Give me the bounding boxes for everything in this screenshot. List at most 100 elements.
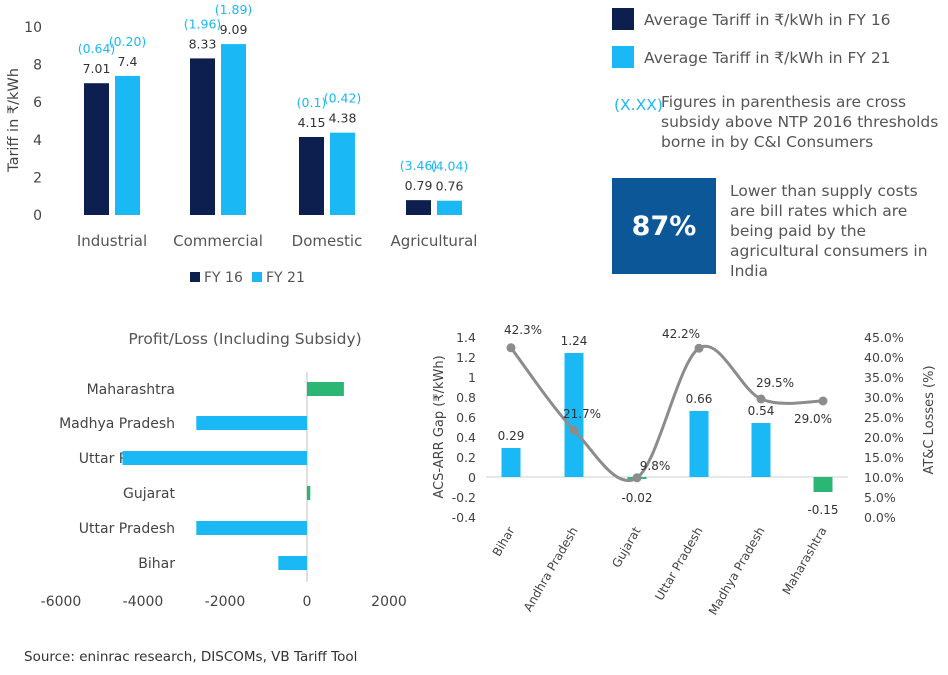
tariff-bar [190, 58, 215, 216]
profit-loss-bar [278, 556, 307, 570]
y-axis-title: Tariff in ₹/kWh [6, 68, 22, 173]
line-value-label: 21.7% [563, 407, 601, 421]
atc-loss-point [632, 473, 642, 483]
y2-tick-label: 45.0% [864, 330, 904, 345]
y2-tick-label: 25.0% [864, 410, 904, 425]
profit-loss-bar [307, 486, 311, 500]
y-tick-label: 1.2 [456, 350, 476, 365]
tariff-bar [330, 132, 355, 215]
gap-bar [751, 423, 771, 477]
row-label: Maharashtra [87, 382, 175, 398]
line-value-label: 42.3% [504, 323, 542, 337]
cross-subsidy-label: (4.04) [431, 159, 469, 174]
cross-subsidy-label: (3.46) [400, 158, 438, 173]
bar-value-label: 7.4 [118, 54, 138, 69]
stat-value-box: 87% [612, 178, 716, 274]
tariff-bar [84, 83, 109, 215]
y-tick-label: 0.8 [456, 390, 476, 405]
tariff-bar [437, 200, 462, 215]
row-label: Gujarat [123, 486, 176, 502]
parenthesis-key: (X.XX) [614, 96, 663, 114]
y2-tick-label: 10.0% [864, 470, 904, 485]
bar-value-label: 8.33 [189, 36, 217, 51]
line-value-label: 42.2% [662, 327, 700, 341]
row-label: Uttar Pradesh [79, 521, 175, 537]
bar-value-label: 0.54 [748, 404, 775, 418]
cross-subsidy-label: (0.1) [297, 95, 327, 110]
tariff-bar [221, 44, 246, 215]
x-category-label: Bihar [490, 524, 518, 558]
y2-axis-title: AT&C Losses (%) [922, 365, 937, 474]
cross-subsidy-label: (0.20) [109, 34, 147, 49]
y-tick-label: 0.6 [456, 410, 476, 425]
bar-value-label: 0.29 [498, 429, 525, 443]
y-tick-label: 2 [33, 170, 42, 186]
gap-bar [501, 448, 521, 477]
line-value-label: 29.0% [794, 412, 832, 426]
parenthesis-note: Figures in parenthesis are cross subsidy… [661, 93, 939, 151]
row-label: Madhya Pradesh [59, 416, 175, 432]
y2-tick-label: 5.0% [864, 490, 896, 505]
gap-bar [564, 353, 584, 477]
y-tick-label: 1.4 [456, 330, 476, 345]
legend-label: FY 21 [266, 270, 305, 286]
y-tick-label: 0.2 [456, 450, 476, 465]
atc-loss-point [694, 343, 704, 353]
tariff-bar [115, 75, 140, 215]
profit-loss-bar [196, 521, 307, 535]
y2-tick-label: 20.0% [864, 430, 904, 445]
y-tick-label: 0.4 [456, 430, 476, 445]
x-category-label: Andhra Pradesh [521, 525, 581, 615]
cross-subsidy-label: (0.42) [324, 91, 362, 106]
cross-subsidy-label: (1.96) [184, 16, 222, 31]
y-tick-label: 8 [33, 58, 42, 74]
x-tick-label: 2000 [371, 594, 407, 610]
legend-swatch-fy21 [612, 46, 634, 68]
y-tick-label: 10 [24, 20, 42, 36]
y-tick-label: -0.2 [452, 490, 476, 505]
y2-tick-label: 15.0% [864, 450, 904, 465]
y-tick-label: 1 [468, 370, 476, 385]
chart-title: Profit/Loss (Including Subsidy) [128, 330, 361, 348]
y-axis-title: ACS-ARR Gap (₹/kWh) [432, 355, 447, 498]
x-category-label: Agricultural [391, 232, 478, 250]
y-tick-label: 6 [33, 95, 42, 111]
x-category-label: Gujarat [609, 524, 644, 570]
bar-value-label: -0.15 [807, 503, 838, 517]
source-note: Source: eninrac research, DISCOMs, VB Ta… [24, 649, 358, 665]
atc-loss-point [506, 343, 516, 353]
x-category-label: Commercial [173, 232, 263, 250]
y2-tick-label: 35.0% [864, 370, 904, 385]
legend-label: FY 16 [204, 270, 243, 286]
legend-swatch [190, 272, 200, 282]
x-category-label: Madhya Pradesh [706, 525, 768, 618]
y-tick-label: -0.4 [452, 510, 476, 525]
y2-tick-label: 0.0% [864, 510, 896, 525]
cross-subsidy-label: (0.64) [78, 41, 116, 56]
legend-swatch-fy16 [612, 8, 634, 30]
x-category-label: Domestic [292, 232, 363, 250]
atc-loss-point [756, 394, 766, 404]
bar-value-label: -0.02 [621, 491, 652, 505]
gap-bar [813, 477, 833, 492]
row-label: Bihar [138, 556, 175, 572]
tariff-bar [299, 136, 324, 215]
legend-label-fy16: Average Tariff in ₹/kWh in FY 16 [644, 11, 891, 29]
bar-value-label: 7.01 [83, 61, 111, 76]
x-category-label: Industrial [77, 232, 147, 250]
y-tick-label: 0 [468, 470, 476, 485]
cross-subsidy-label: (1.89) [215, 2, 253, 17]
y2-tick-label: 40.0% [864, 350, 904, 365]
bar-value-label: 0.79 [405, 178, 433, 193]
x-tick-label: 0 [303, 594, 312, 610]
gap-bar [689, 411, 709, 477]
y-tick-label: 0 [33, 208, 42, 224]
profit-loss-bar [122, 451, 307, 465]
atc-loss-point [569, 425, 579, 435]
y2-tick-label: 30.0% [864, 390, 904, 405]
atc-loss-point [818, 396, 828, 406]
x-category-label: Uttar Pradesh [652, 525, 705, 603]
bar-value-label: 9.09 [220, 22, 248, 37]
legend-label-fy21: Average Tariff in ₹/kWh in FY 21 [644, 49, 891, 67]
bar-value-label: 0.66 [686, 392, 713, 406]
